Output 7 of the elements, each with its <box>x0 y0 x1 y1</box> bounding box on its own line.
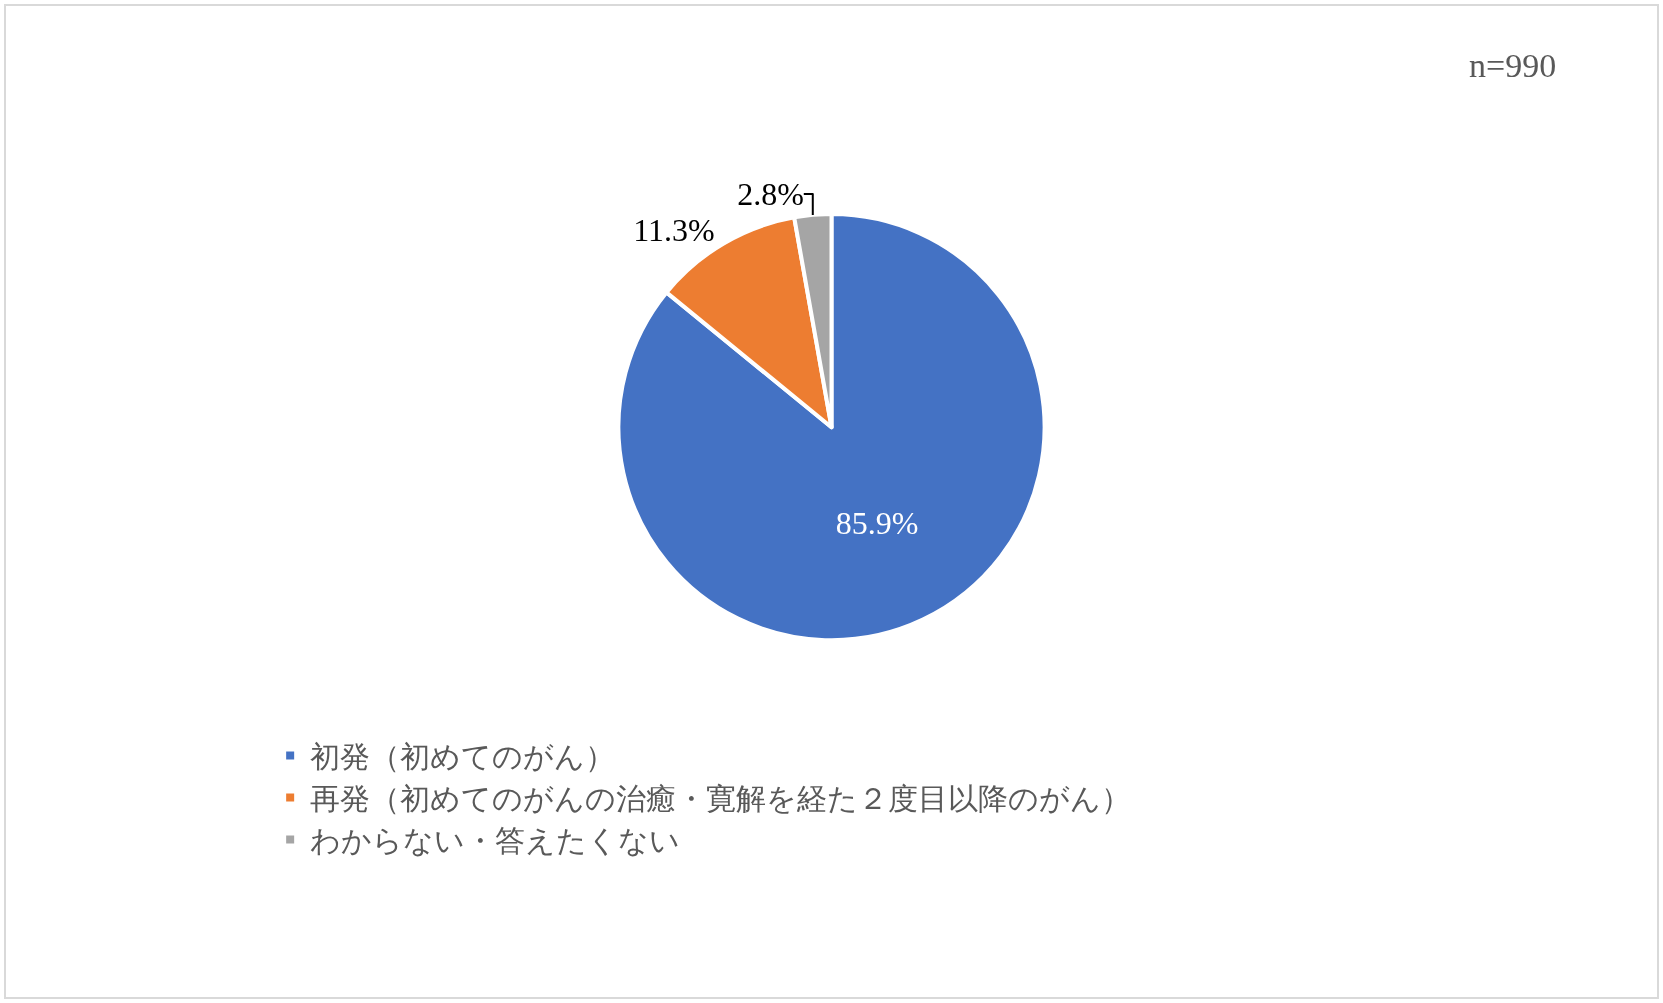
data-label: 2.8% <box>737 176 804 213</box>
text: n=990 <box>1469 47 1557 84</box>
legend-label: わからない・答えたくない <box>310 824 681 858</box>
data-label: 85.9% <box>835 505 919 542</box>
legend-label: 初発（初めてのがん） <box>310 740 616 774</box>
data-label: 11.3% <box>633 212 715 249</box>
legend-label: 再発（初めてのがんの治癒・寛解を経た２度目以降のがん） <box>310 782 1132 816</box>
